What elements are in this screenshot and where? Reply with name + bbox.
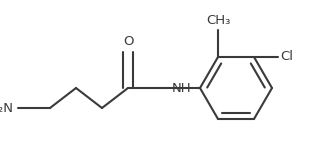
Text: NH: NH [172, 81, 192, 94]
Text: CH₃: CH₃ [206, 14, 230, 27]
Text: H₂N: H₂N [0, 102, 14, 114]
Text: Cl: Cl [280, 51, 293, 63]
Text: O: O [123, 35, 133, 48]
